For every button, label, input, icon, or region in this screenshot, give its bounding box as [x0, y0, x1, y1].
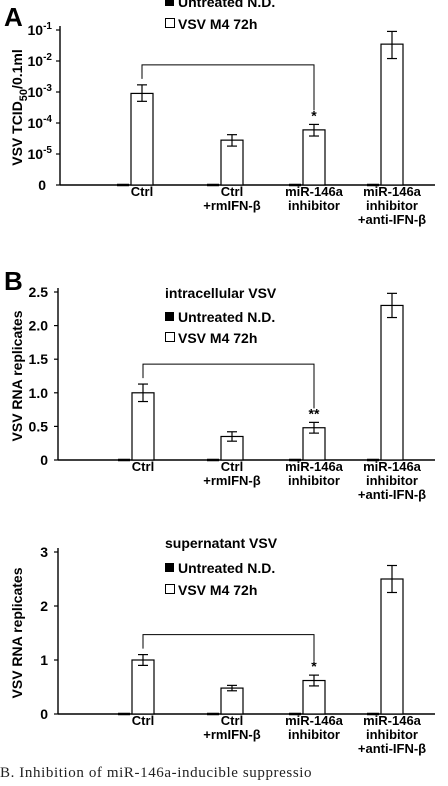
y-tick-label: 10-3 [28, 83, 53, 100]
bar-vsv [302, 129, 326, 186]
chart-title: intracellular VSV [165, 285, 277, 301]
y-tick-label: 0 [40, 706, 48, 722]
x-tick-label: +anti-IFN-β [358, 487, 426, 502]
x-tick-label: Ctrl [221, 459, 243, 474]
legend-swatch-vsv [165, 18, 175, 28]
y-tick-label: 10-4 [28, 114, 53, 131]
y-tick-label: 10-2 [28, 52, 53, 69]
x-tick-label: +rmIFN-β [203, 727, 260, 742]
y-tick-label: 1.5 [29, 351, 49, 367]
x-tick-label: +rmIFN-β [203, 473, 260, 488]
y-tick-label: 1 [40, 652, 48, 668]
figure-caption: B. Inhibition of miR-146a-inducible supp… [0, 765, 313, 781]
significance-bracket [141, 64, 315, 111]
panel-label-a: A [4, 2, 23, 32]
x-tick-label: inhibitor [288, 727, 340, 742]
legend-swatch-vsv [165, 332, 175, 342]
bar-vsv [131, 392, 155, 461]
x-tick-label: inhibitor [366, 727, 418, 742]
significance-marker: ** [309, 405, 320, 421]
x-tick-label: inhibitor [366, 198, 418, 213]
legend-swatch-untreated [165, 312, 174, 321]
bar-vsv [130, 92, 154, 186]
y-tick-label: 3 [40, 544, 48, 560]
y-tick-label: 10-5 [28, 145, 53, 162]
x-tick-label: miR-146a [363, 459, 422, 474]
y-tick-label: 0 [40, 452, 48, 468]
x-tick-label: miR-146a [363, 184, 422, 199]
x-tick-label: miR-146a [285, 459, 344, 474]
x-tick-label: Ctrl [132, 713, 154, 728]
x-tick-label: miR-146a [363, 713, 422, 728]
y-tick-label: 2.5 [29, 284, 49, 300]
bar-vsv [380, 304, 404, 461]
legend-swatch-untreated [165, 563, 174, 572]
y-axis-label: VSV RNA replicates [9, 567, 25, 698]
x-tick-label: inhibitor [288, 198, 340, 213]
y-tick-label: 2.0 [29, 318, 49, 334]
x-tick-label: miR-146a [285, 713, 344, 728]
x-tick-label: Ctrl [221, 184, 243, 199]
bar-vsv [220, 139, 244, 186]
bar-vsv [131, 659, 155, 715]
x-tick-label: Ctrl [131, 184, 153, 199]
bar-vsv [380, 578, 404, 715]
x-tick-label: +anti-IFN-β [358, 212, 426, 227]
significance-bracket [142, 634, 315, 662]
x-tick-label: Ctrl [132, 459, 154, 474]
bar-vsv [220, 687, 244, 715]
x-tick-label: miR-146a [285, 184, 344, 199]
y-axis-label: VSV TCID50/0.1ml [9, 49, 30, 166]
significance-bracket [142, 363, 315, 409]
significance-marker: * [311, 658, 317, 674]
legend-label-vsv: VSV M4 72h [178, 582, 257, 598]
x-tick-label: Ctrl [221, 713, 243, 728]
y-tick-label: 2 [40, 598, 48, 614]
legend-swatch-untreated [165, 0, 174, 6]
x-tick-label: +rmIFN-β [203, 198, 260, 213]
x-tick-label: inhibitor [366, 473, 418, 488]
x-tick-label: +anti-IFN-β [358, 741, 426, 756]
legend-label-untreated: Untreated N.D. [178, 560, 275, 576]
y-tick-label: 0 [38, 177, 46, 193]
legend-label-untreated: Untreated N.D. [178, 309, 275, 325]
legend-swatch-vsv [165, 584, 175, 594]
y-axis-label: VSV RNA replicates [9, 310, 25, 441]
x-tick-label: inhibitor [288, 473, 340, 488]
panel-label-b: B [4, 266, 23, 296]
bar-vsv [380, 43, 404, 186]
y-tick-label: 1.0 [29, 385, 49, 401]
chart-title: supernatant VSV [165, 535, 278, 551]
legend-label-untreated: Untreated N.D. [178, 0, 275, 10]
legend-label-vsv: VSV M4 72h [178, 16, 257, 32]
y-tick-label: 0.5 [29, 418, 49, 434]
significance-marker: * [311, 107, 317, 123]
y-tick-label: 10-1 [28, 21, 53, 38]
legend-label-vsv: VSV M4 72h [178, 330, 257, 346]
